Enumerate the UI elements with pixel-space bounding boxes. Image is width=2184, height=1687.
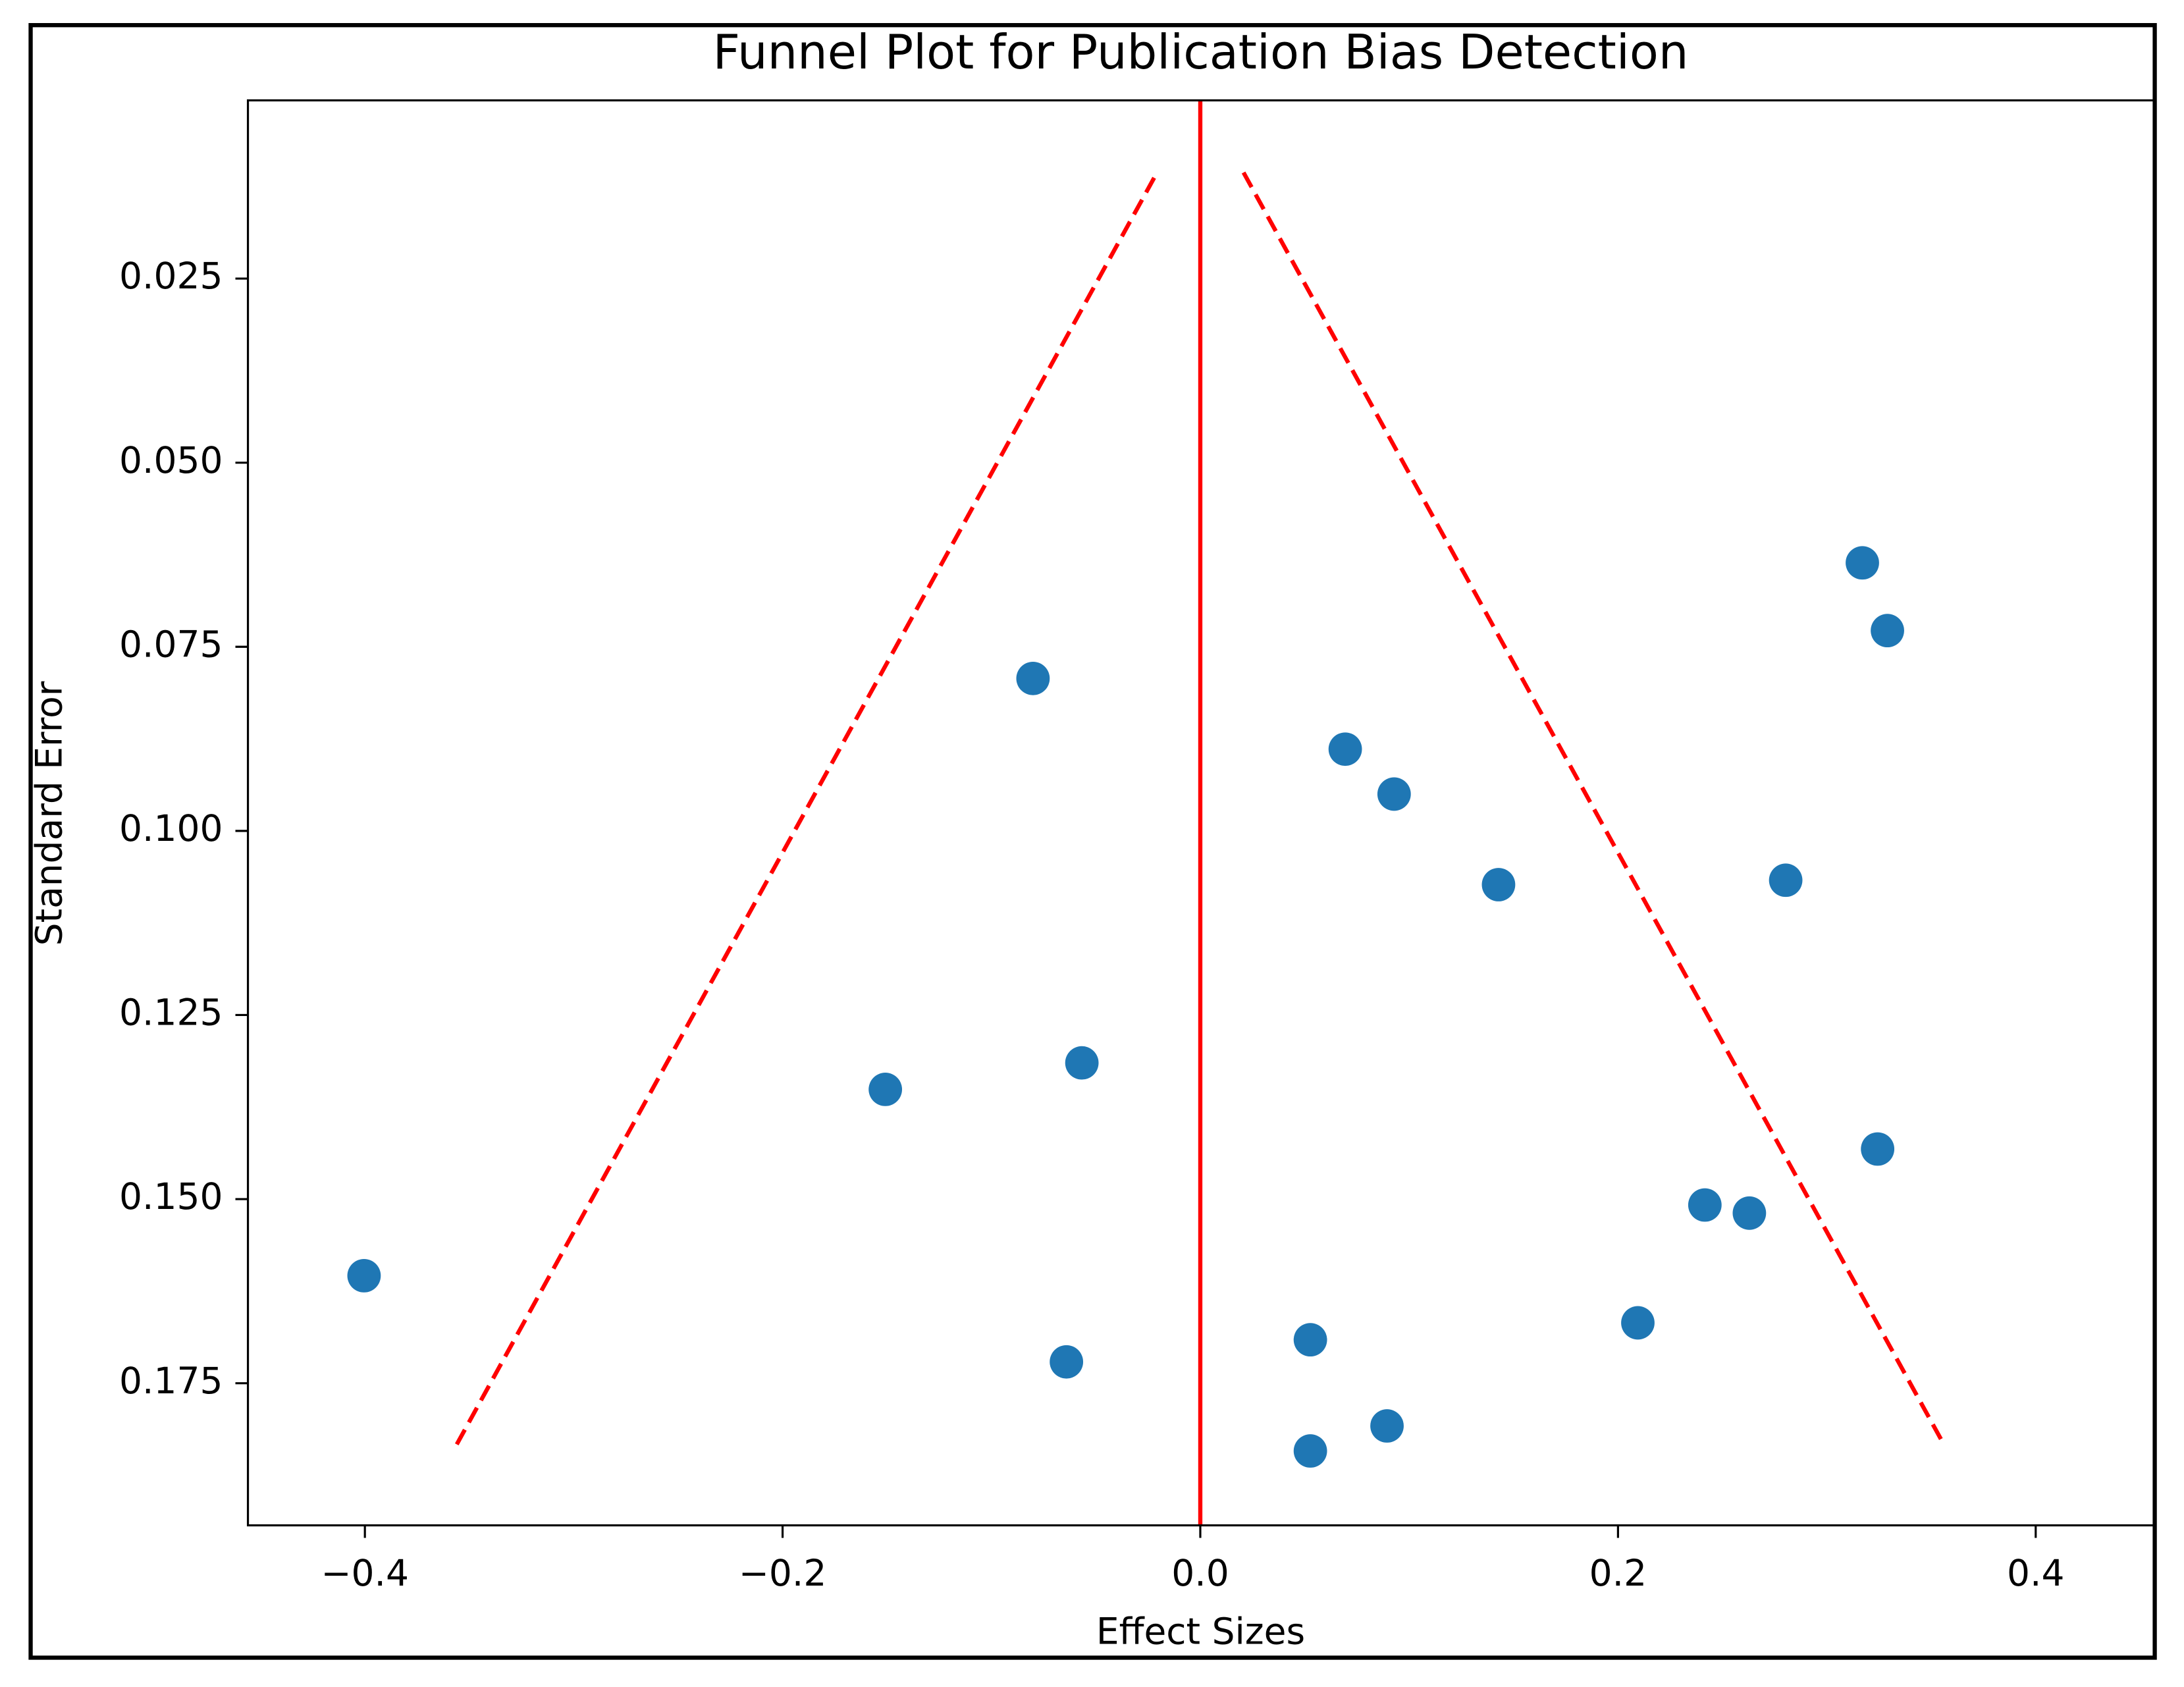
frame xyxy=(28,23,2157,1660)
point xyxy=(1050,1345,1084,1379)
point xyxy=(1293,1434,1327,1468)
point xyxy=(1846,546,1879,580)
point xyxy=(1688,1188,1722,1222)
point xyxy=(1871,614,1904,648)
point xyxy=(347,1258,381,1293)
x-tick-label: −0.4 xyxy=(321,1552,409,1594)
point xyxy=(1377,777,1411,811)
x-tick-label: 0.2 xyxy=(1589,1552,1647,1594)
y-tick-label: 0.175 xyxy=(119,1360,223,1402)
point xyxy=(1481,868,1516,901)
x-tick-label: −0.2 xyxy=(739,1552,827,1594)
point xyxy=(1016,661,1050,695)
y-axis-label: Standard Error xyxy=(28,681,70,946)
point xyxy=(1370,1409,1404,1443)
point xyxy=(1293,1323,1327,1357)
x-axis-label: Effect Sizes xyxy=(1096,1611,1305,1653)
y-tick-label: 0.025 xyxy=(119,255,223,297)
y-tick-label: 0.050 xyxy=(119,439,223,481)
y-tick-label: 0.150 xyxy=(119,1175,223,1218)
point xyxy=(1065,1046,1099,1080)
funnel-line xyxy=(454,171,1159,1446)
point xyxy=(1769,863,1803,897)
x-tick-label: 0.4 xyxy=(2007,1552,2064,1594)
funnel-line xyxy=(1241,171,1946,1446)
point xyxy=(1621,1306,1655,1340)
chart-title: Funnel Plot for Publication Bias Detecti… xyxy=(713,24,1689,80)
point xyxy=(1861,1132,1895,1166)
point xyxy=(1328,732,1362,766)
point xyxy=(1732,1196,1767,1230)
plot-area xyxy=(246,99,2156,1527)
y-tick-label: 0.075 xyxy=(119,623,223,665)
y-tick-label: 0.125 xyxy=(119,992,223,1034)
x-tick-label: 0.0 xyxy=(1171,1552,1229,1594)
point xyxy=(868,1073,903,1106)
y-tick-label: 0.100 xyxy=(119,807,223,849)
